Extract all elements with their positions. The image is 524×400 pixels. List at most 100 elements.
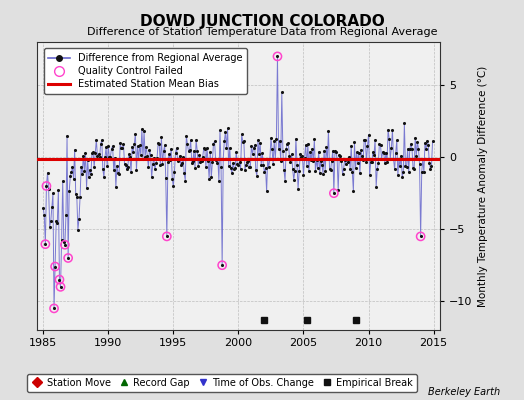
Point [228, 170, 236, 176]
Point [170, 169, 179, 176]
Point [320, 148, 329, 154]
Point [407, 141, 415, 147]
Point [254, 137, 262, 144]
Point [271, 156, 279, 162]
Point [218, 262, 226, 268]
Point [421, 140, 429, 146]
Point [302, 162, 311, 169]
Point [356, 170, 364, 176]
Point [256, 139, 264, 146]
Point [195, 152, 203, 158]
Point [50, 305, 58, 312]
Point [324, 128, 333, 134]
Point [47, 218, 55, 224]
Point [426, 165, 434, 172]
Point [144, 164, 152, 170]
Point [75, 216, 83, 222]
Point [402, 164, 411, 170]
Point [193, 148, 201, 154]
Point [187, 137, 195, 144]
Point [323, 156, 332, 162]
Point [401, 163, 410, 169]
Point [41, 241, 50, 247]
Point [394, 172, 402, 179]
Point [143, 152, 151, 159]
Point [241, 167, 249, 173]
Point [115, 171, 123, 178]
Point [113, 162, 121, 169]
Point [358, 153, 366, 160]
Point [276, 138, 284, 144]
Point [335, 152, 344, 158]
Point [225, 144, 234, 151]
Point [210, 138, 219, 144]
Point [163, 159, 172, 166]
Point [59, 178, 67, 184]
Point [106, 153, 115, 160]
Point [389, 156, 398, 162]
Point [374, 160, 383, 167]
Point [236, 166, 245, 172]
Point [93, 153, 102, 160]
Point [97, 137, 106, 143]
Point [146, 152, 155, 158]
Point [339, 171, 347, 177]
Point [269, 160, 277, 167]
Point [350, 139, 358, 146]
Point [362, 159, 370, 166]
Point [122, 162, 130, 168]
Point [266, 156, 274, 162]
Point [39, 204, 47, 211]
Point [108, 143, 117, 149]
Point [161, 174, 170, 181]
Point [355, 150, 363, 156]
Point [45, 186, 53, 192]
Point [253, 172, 261, 179]
Point [375, 140, 384, 147]
Point [76, 194, 84, 200]
Point [257, 161, 265, 168]
Point [52, 218, 60, 224]
Point [232, 148, 241, 155]
Point [319, 170, 327, 177]
Point [58, 237, 66, 243]
Point [196, 159, 205, 166]
Point [400, 120, 409, 126]
Point [357, 146, 365, 153]
Point [157, 134, 166, 140]
Point [239, 138, 248, 144]
Point [250, 142, 259, 148]
Point [101, 154, 109, 160]
Point [138, 126, 146, 132]
Point [86, 171, 95, 177]
Point [162, 233, 171, 240]
Point [171, 150, 180, 156]
Point [48, 204, 56, 210]
Point [151, 166, 159, 172]
Point [367, 159, 375, 165]
Point [388, 127, 397, 133]
Point [64, 255, 72, 261]
Point [275, 146, 283, 152]
Point [174, 156, 183, 162]
Point [168, 175, 177, 182]
Point [107, 145, 116, 152]
Point [396, 163, 404, 170]
Point [96, 141, 105, 147]
Point [344, 158, 352, 165]
Point [364, 131, 373, 138]
Point [332, 149, 340, 155]
Point [370, 152, 378, 158]
Point [252, 167, 260, 174]
Point [297, 154, 305, 160]
Point [221, 129, 230, 136]
Point [131, 130, 139, 137]
Point [82, 184, 91, 191]
Point [89, 149, 97, 156]
Point [190, 148, 198, 154]
Point [386, 155, 395, 162]
Point [116, 140, 124, 146]
Point [206, 148, 214, 155]
Point [424, 142, 432, 148]
Point [42, 183, 51, 189]
